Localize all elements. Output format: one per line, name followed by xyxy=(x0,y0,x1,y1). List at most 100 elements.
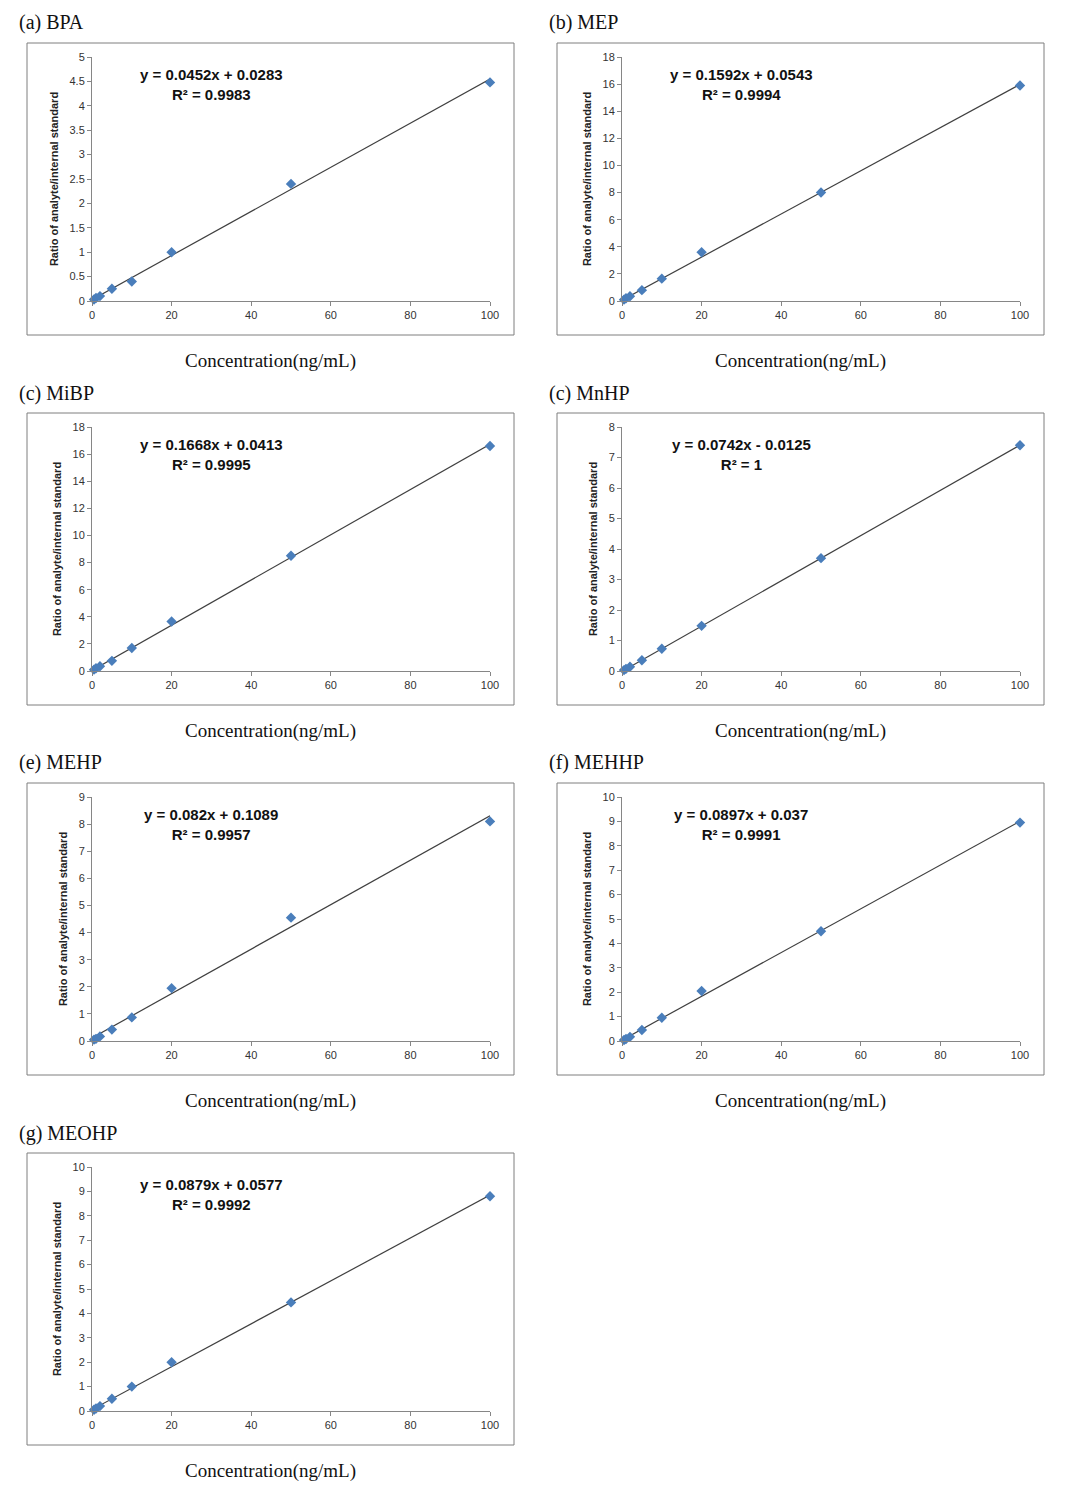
svg-text:80: 80 xyxy=(404,309,416,321)
svg-text:(a) BPA: (a) BPA xyxy=(19,11,84,34)
svg-text:80: 80 xyxy=(404,1049,416,1061)
svg-text:80: 80 xyxy=(934,309,946,321)
svg-text:16: 16 xyxy=(73,448,85,460)
svg-text:10: 10 xyxy=(603,791,615,803)
svg-text:y = 0.0879x + 0.0577R² = 0.999: y = 0.0879x + 0.0577R² = 0.9992 xyxy=(140,1176,283,1213)
svg-text:7: 7 xyxy=(609,451,615,463)
svg-text:(b) MEP: (b) MEP xyxy=(549,11,618,34)
svg-text:60: 60 xyxy=(325,309,337,321)
svg-text:8: 8 xyxy=(609,421,615,433)
svg-text:7: 7 xyxy=(609,864,615,876)
svg-text:20: 20 xyxy=(165,1049,177,1061)
svg-text:Concentration(ng/mL): Concentration(ng/mL) xyxy=(715,1090,886,1112)
svg-text:y = 0.0742x - 0.0125R² = 1: y = 0.0742x - 0.0125R² = 1 xyxy=(672,436,811,473)
svg-text:6: 6 xyxy=(609,888,615,900)
svg-text:60: 60 xyxy=(855,1049,867,1061)
svg-text:100: 100 xyxy=(1011,1049,1029,1061)
svg-text:1: 1 xyxy=(609,634,615,646)
svg-text:6: 6 xyxy=(79,872,85,884)
svg-text:4: 4 xyxy=(79,100,85,112)
svg-text:4: 4 xyxy=(79,926,85,938)
svg-text:3: 3 xyxy=(79,1332,85,1344)
svg-text:20: 20 xyxy=(165,309,177,321)
svg-text:40: 40 xyxy=(775,1049,787,1061)
svg-text:0: 0 xyxy=(619,309,625,321)
svg-text:8: 8 xyxy=(79,818,85,830)
svg-text:Ratio of analyte/internal stan: Ratio of analyte/internal standard xyxy=(581,92,593,266)
svg-text:5: 5 xyxy=(609,913,615,925)
svg-text:Concentration(ng/mL): Concentration(ng/mL) xyxy=(715,720,886,742)
svg-text:Concentration(ng/mL): Concentration(ng/mL) xyxy=(185,1090,356,1112)
svg-text:Ratio of analyte/internal stan: Ratio of analyte/internal standard xyxy=(51,1202,63,1376)
svg-text:40: 40 xyxy=(245,1049,257,1061)
svg-text:2: 2 xyxy=(79,638,85,650)
svg-text:4: 4 xyxy=(609,543,615,555)
svg-text:14: 14 xyxy=(73,475,85,487)
svg-text:0: 0 xyxy=(79,665,85,677)
svg-text:80: 80 xyxy=(404,679,416,691)
svg-text:(c) MnHP: (c) MnHP xyxy=(549,382,630,405)
svg-text:40: 40 xyxy=(245,309,257,321)
svg-text:20: 20 xyxy=(695,679,707,691)
svg-text:60: 60 xyxy=(325,1419,337,1431)
svg-text:4: 4 xyxy=(609,937,615,949)
svg-text:Concentration(ng/mL): Concentration(ng/mL) xyxy=(185,350,356,372)
svg-text:8: 8 xyxy=(79,1210,85,1222)
svg-text:2: 2 xyxy=(79,197,85,209)
svg-text:3.5: 3.5 xyxy=(70,124,85,136)
svg-text:6: 6 xyxy=(79,584,85,596)
svg-text:y = 0.1668x + 0.0413R² = 0.999: y = 0.1668x + 0.0413R² = 0.9995 xyxy=(140,436,283,473)
svg-text:0: 0 xyxy=(609,295,615,307)
svg-text:0: 0 xyxy=(619,1049,625,1061)
svg-text:100: 100 xyxy=(1011,309,1029,321)
svg-text:60: 60 xyxy=(325,679,337,691)
svg-text:9: 9 xyxy=(79,791,85,803)
svg-text:8: 8 xyxy=(79,556,85,568)
svg-text:60: 60 xyxy=(855,679,867,691)
svg-text:0: 0 xyxy=(79,295,85,307)
svg-text:2: 2 xyxy=(79,1356,85,1368)
svg-text:40: 40 xyxy=(775,679,787,691)
svg-text:3: 3 xyxy=(79,954,85,966)
svg-text:2: 2 xyxy=(609,986,615,998)
svg-text:4: 4 xyxy=(79,1307,85,1319)
svg-text:20: 20 xyxy=(165,679,177,691)
svg-text:5: 5 xyxy=(609,512,615,524)
svg-text:9: 9 xyxy=(609,815,615,827)
svg-text:5: 5 xyxy=(79,899,85,911)
svg-text:Ratio of analyte/internal stan: Ratio of analyte/internal standard xyxy=(587,462,599,636)
svg-text:y = 0.0452x + 0.0283R² = 0.998: y = 0.0452x + 0.0283R² = 0.9983 xyxy=(140,66,283,103)
svg-text:1: 1 xyxy=(609,1010,615,1022)
svg-text:20: 20 xyxy=(695,1049,707,1061)
svg-text:0: 0 xyxy=(619,679,625,691)
svg-text:14: 14 xyxy=(603,105,615,117)
svg-text:Ratio of analyte/internal stan: Ratio of analyte/internal standard xyxy=(51,462,63,636)
svg-text:8: 8 xyxy=(609,186,615,198)
svg-text:Ratio of analyte/internal stan: Ratio of analyte/internal standard xyxy=(48,92,60,266)
svg-text:0: 0 xyxy=(609,665,615,677)
svg-text:2: 2 xyxy=(609,268,615,280)
svg-text:6: 6 xyxy=(609,482,615,494)
svg-text:100: 100 xyxy=(481,1049,499,1061)
svg-text:0: 0 xyxy=(89,309,95,321)
svg-text:0: 0 xyxy=(89,1049,95,1061)
svg-text:2: 2 xyxy=(609,604,615,616)
svg-text:1: 1 xyxy=(79,1380,85,1392)
svg-text:y = 0.1592x + 0.0543R² = 0.999: y = 0.1592x + 0.0543R² = 0.9994 xyxy=(670,66,813,103)
svg-text:4: 4 xyxy=(79,611,85,623)
svg-text:16: 16 xyxy=(603,78,615,90)
svg-text:0: 0 xyxy=(79,1405,85,1417)
svg-text:5: 5 xyxy=(79,1283,85,1295)
svg-text:(g) MEOHP: (g) MEOHP xyxy=(19,1122,117,1145)
svg-text:(e) MEHP: (e) MEHP xyxy=(19,751,102,774)
svg-text:2: 2 xyxy=(79,981,85,993)
svg-text:40: 40 xyxy=(245,679,257,691)
svg-text:20: 20 xyxy=(695,309,707,321)
svg-text:Concentration(ng/mL): Concentration(ng/mL) xyxy=(185,1460,356,1482)
svg-text:0: 0 xyxy=(609,1035,615,1047)
svg-text:20: 20 xyxy=(165,1419,177,1431)
svg-text:1: 1 xyxy=(79,246,85,258)
svg-text:3: 3 xyxy=(609,962,615,974)
svg-text:0: 0 xyxy=(79,1035,85,1047)
svg-text:0.5: 0.5 xyxy=(70,270,85,282)
